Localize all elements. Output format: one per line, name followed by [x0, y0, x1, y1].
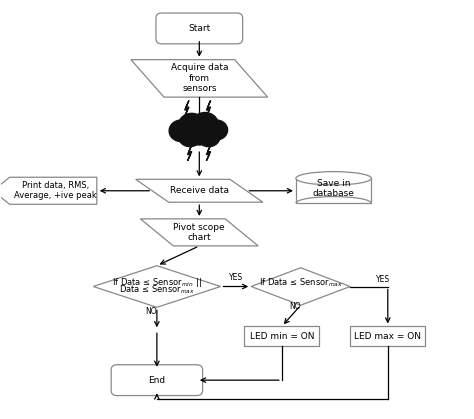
Circle shape	[197, 127, 220, 147]
Circle shape	[169, 120, 194, 142]
Polygon shape	[188, 145, 192, 161]
Text: If Data ≤ Sensor$_{max}$: If Data ≤ Sensor$_{max}$	[259, 277, 343, 289]
Polygon shape	[0, 177, 97, 204]
Circle shape	[179, 127, 201, 147]
Polygon shape	[93, 266, 220, 307]
Bar	[350, 326, 426, 347]
Text: Start: Start	[188, 24, 210, 33]
Text: YES: YES	[229, 272, 243, 282]
Polygon shape	[206, 101, 210, 116]
Circle shape	[192, 113, 218, 136]
Text: LED max = ON: LED max = ON	[354, 332, 421, 341]
Text: Save in
database: Save in database	[313, 179, 355, 198]
Circle shape	[205, 120, 228, 140]
Text: YES: YES	[376, 274, 390, 284]
Text: LED min = ON: LED min = ON	[249, 332, 314, 341]
Bar	[244, 326, 319, 347]
Text: Acquire data
from
sensors: Acquire data from sensors	[171, 64, 228, 93]
Text: Receive data: Receive data	[170, 186, 229, 195]
FancyBboxPatch shape	[156, 13, 243, 44]
Text: Pivot scope
chart: Pivot scope chart	[173, 222, 225, 242]
Polygon shape	[185, 101, 189, 116]
Circle shape	[179, 114, 205, 137]
Bar	[296, 178, 371, 203]
Text: End: End	[148, 376, 165, 385]
Polygon shape	[131, 59, 268, 97]
Text: If Data ≤ Sensor$_{min}$ ||: If Data ≤ Sensor$_{min}$ ||	[112, 276, 202, 289]
Polygon shape	[136, 179, 263, 202]
Circle shape	[187, 123, 211, 145]
FancyBboxPatch shape	[111, 365, 202, 396]
Polygon shape	[251, 268, 350, 305]
Text: NO: NO	[145, 307, 157, 316]
Polygon shape	[140, 219, 258, 246]
Text: Data ≤ Sensor$_{max}$: Data ≤ Sensor$_{max}$	[119, 284, 195, 297]
Text: NO: NO	[289, 303, 301, 311]
Polygon shape	[206, 145, 210, 161]
Text: Print data, RMS,
Average, +ive peak: Print data, RMS, Average, +ive peak	[14, 181, 97, 200]
Ellipse shape	[296, 172, 371, 185]
